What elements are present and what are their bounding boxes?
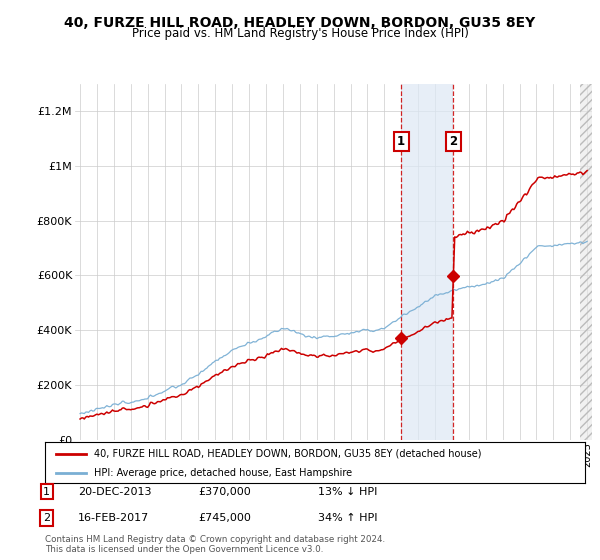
Text: 40, FURZE HILL ROAD, HEADLEY DOWN, BORDON, GU35 8EY (detached house): 40, FURZE HILL ROAD, HEADLEY DOWN, BORDO… xyxy=(94,449,481,459)
Text: 1: 1 xyxy=(43,487,50,497)
Bar xyxy=(401,84,454,440)
Text: 20-DEC-2013: 20-DEC-2013 xyxy=(78,487,151,497)
Text: £745,000: £745,000 xyxy=(198,513,251,523)
Text: 13% ↓ HPI: 13% ↓ HPI xyxy=(318,487,377,497)
Bar xyxy=(580,84,596,440)
Text: 2: 2 xyxy=(449,135,457,148)
Text: Contains HM Land Registry data © Crown copyright and database right 2024.
This d: Contains HM Land Registry data © Crown c… xyxy=(45,535,385,554)
Text: 40, FURZE HILL ROAD, HEADLEY DOWN, BORDON, GU35 8EY: 40, FURZE HILL ROAD, HEADLEY DOWN, BORDO… xyxy=(64,16,536,30)
Text: HPI: Average price, detached house, East Hampshire: HPI: Average price, detached house, East… xyxy=(94,468,352,478)
Text: £370,000: £370,000 xyxy=(198,487,251,497)
Text: 16-FEB-2017: 16-FEB-2017 xyxy=(78,513,149,523)
Text: 34% ↑ HPI: 34% ↑ HPI xyxy=(318,513,377,523)
Text: 1: 1 xyxy=(397,135,405,148)
Text: 2: 2 xyxy=(43,513,50,523)
Bar xyxy=(580,84,596,440)
Text: Price paid vs. HM Land Registry's House Price Index (HPI): Price paid vs. HM Land Registry's House … xyxy=(131,27,469,40)
